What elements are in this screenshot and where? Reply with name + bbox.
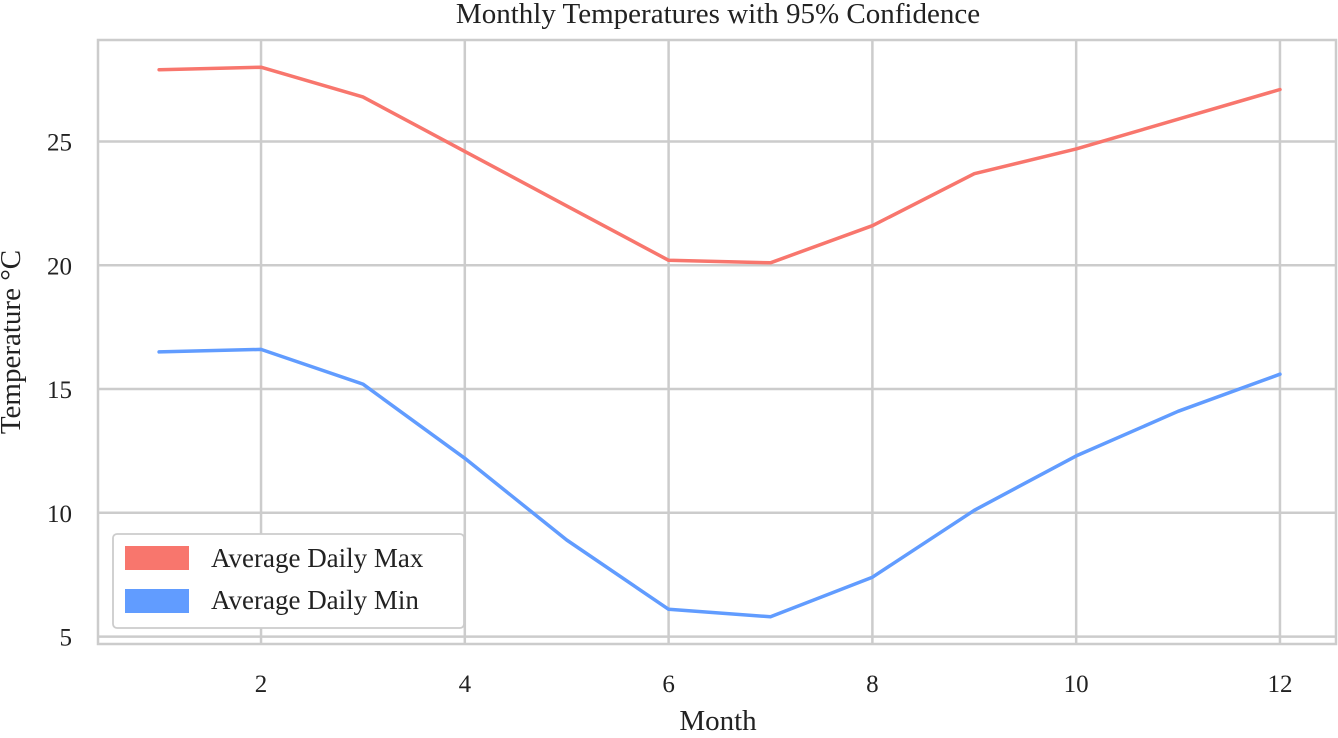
legend-box [112, 533, 465, 629]
grid [98, 40, 1336, 644]
legend-label-average-daily-max: Average Daily Max [211, 543, 424, 573]
chart-title: Monthly Temperatures with 95% Confidence [456, 0, 980, 30]
y-tick-label: 5 [60, 625, 73, 652]
y-tick-label: 15 [47, 377, 72, 404]
y-tick-label: 25 [47, 129, 72, 156]
y-tick-label: 10 [47, 501, 72, 528]
legend-swatch-average-daily-max [125, 546, 189, 570]
y-axis-ticks: 5 10 15 20 25 [47, 129, 72, 651]
y-axis-label: Temperature °C [0, 250, 27, 434]
plot-frame [96, 38, 1338, 646]
series-line-average-daily-max [157, 65, 1282, 265]
x-tick-label: 4 [459, 671, 472, 698]
legend-label-average-daily-min: Average Daily Min [211, 585, 419, 615]
legend: Average Daily Max Average Daily Min [112, 533, 465, 629]
x-tick-label: 6 [662, 671, 675, 698]
series-lines [157, 65, 1282, 619]
x-tick-label: 10 [1064, 671, 1089, 698]
legend-swatch-average-daily-min [125, 589, 189, 613]
y-tick-label: 20 [47, 253, 72, 280]
x-axis-label: Month [679, 705, 757, 737]
x-tick-label: 12 [1267, 671, 1292, 698]
x-tick-label: 8 [866, 671, 879, 698]
series-line-average-daily-min [157, 347, 1282, 619]
x-tick-label: 2 [255, 671, 268, 698]
x-axis-ticks: 2 4 6 8 10 12 [255, 671, 1293, 698]
